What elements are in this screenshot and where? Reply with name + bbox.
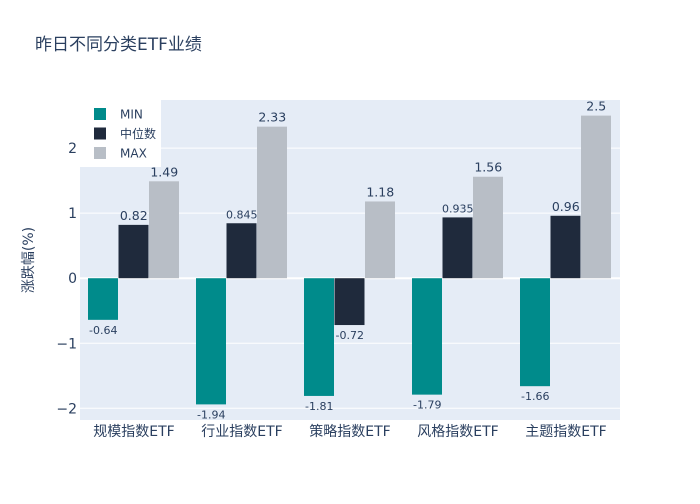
data-label: 1.49 <box>150 164 178 179</box>
y-tick-label: 1 <box>68 206 77 222</box>
bar-MAX <box>473 176 503 279</box>
bar-MAX <box>257 126 287 279</box>
bar-MAX <box>581 115 611 279</box>
y-tick-label: −1 <box>56 336 77 352</box>
y-tick-label: 2 <box>68 141 77 157</box>
chart-title: 昨日不同分类ETF业绩 <box>35 35 202 55</box>
legend-label[interactable]: MAX <box>120 147 147 161</box>
legend-swatch[interactable] <box>94 108 106 120</box>
legend-label[interactable]: MIN <box>120 108 143 122</box>
bar-中位数 <box>226 223 257 279</box>
data-label: -1.79 <box>413 399 441 412</box>
bar-中位数 <box>442 217 473 279</box>
x-tick-label: 策略指数ETF <box>309 423 390 440</box>
data-label: 2.33 <box>258 110 286 125</box>
legend-swatch[interactable] <box>94 147 106 159</box>
bar-中位数 <box>334 278 365 326</box>
legend: MIN 中位数 MAX <box>80 100 161 167</box>
legend-background <box>80 100 161 167</box>
y-axis-label: 涨跌幅(%) <box>21 227 37 293</box>
data-label: 0.96 <box>552 199 580 214</box>
x-tick-label: 行业指数ETF <box>201 424 282 440</box>
legend-label[interactable]: 中位数 <box>120 126 156 141</box>
data-label: 1.56 <box>474 160 502 175</box>
legend-swatch[interactable] <box>94 127 106 140</box>
data-label: -1.81 <box>305 400 333 413</box>
bar-MAX <box>149 181 179 279</box>
data-label: 2.5 <box>586 99 606 114</box>
y-tick-label: −2 <box>56 401 77 417</box>
data-label: -1.94 <box>197 408 225 421</box>
bar-MIN <box>520 278 550 387</box>
data-label: 1.18 <box>366 184 394 199</box>
x-tick-label: 规模指数ETF <box>93 424 174 440</box>
data-label: -0.64 <box>89 324 117 337</box>
bar-MIN <box>196 278 226 405</box>
x-tick-label: 主题指数ETF <box>525 424 606 440</box>
bar-中位数 <box>550 215 581 279</box>
x-tick-label: 风格指数ETF <box>417 424 498 440</box>
data-label: 0.935 <box>442 202 474 215</box>
data-label: -0.72 <box>336 329 364 342</box>
data-label: 0.845 <box>226 208 258 221</box>
data-label: -1.66 <box>521 390 549 403</box>
bar-MIN <box>412 278 442 395</box>
bar-MAX <box>365 201 395 279</box>
data-label: 0.82 <box>120 208 148 223</box>
bar-中位数 <box>118 224 149 279</box>
bar-MIN <box>304 278 334 396</box>
bar-MIN <box>88 278 118 320</box>
y-tick-label: 0 <box>68 271 77 287</box>
